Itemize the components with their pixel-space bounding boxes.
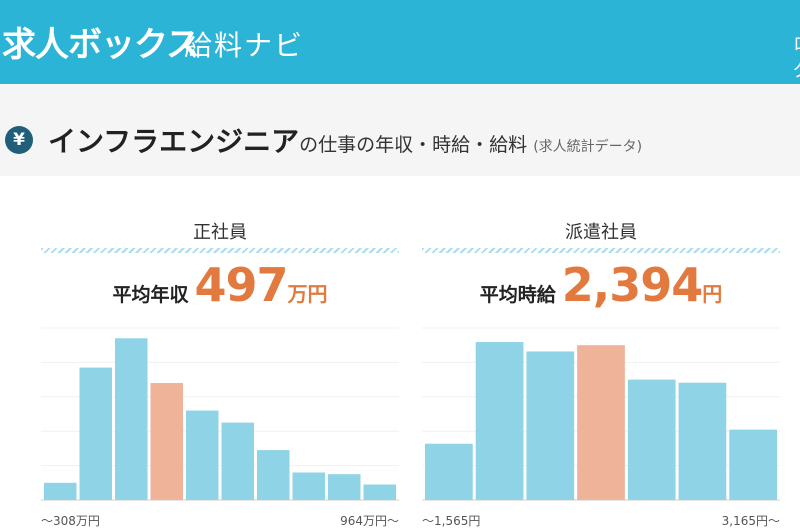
histogram-bar: [363, 484, 396, 500]
stat-label: 平均時給: [479, 284, 556, 306]
job-title: インフラエンジニア: [48, 125, 300, 158]
histogram-bar: [186, 410, 219, 500]
histogram-bar: [475, 342, 524, 500]
stat-unit: 円: [702, 282, 723, 306]
panel-dispatch: 派遣社員 平均時給 2,394円 〜1,565円 3,165円〜: [422, 210, 780, 532]
average-bar: [577, 345, 625, 500]
panel-label: 派遣社員: [565, 222, 637, 243]
title-note: (求人統計データ): [533, 139, 643, 155]
panel-fulltime: 正社員 平均年収 497万円 〜308万円 964万円〜: [41, 210, 399, 532]
average-stat: 平均時給 2,394円: [422, 258, 780, 312]
panel-label: 正社員: [193, 222, 247, 243]
site-logo[interactable]: 求人ボックス: [2, 25, 200, 65]
divider: [422, 248, 780, 253]
histogram-bar: [79, 367, 112, 500]
histogram-bar: [526, 351, 575, 500]
histogram-bar: [729, 429, 777, 500]
histogram-bar: [328, 474, 361, 500]
histogram-bar: [292, 472, 325, 500]
histogram-bar: [257, 450, 290, 500]
average-stat: 平均年収 497万円: [41, 258, 399, 312]
hourly-wage-histogram: [422, 327, 780, 501]
histogram-bar: [44, 482, 77, 500]
yen-icon: ¥: [5, 120, 43, 154]
histogram-bar: [425, 443, 473, 500]
stat-label: 平均年収: [112, 284, 189, 306]
divider: [41, 248, 399, 253]
axis-min-label: 〜308万円: [41, 514, 100, 528]
page-title: インフラエンジニアの仕事の年収・時給・給料 (求人統計データ): [48, 120, 642, 160]
histogram-bar: [627, 379, 676, 500]
histogram-bar: [221, 422, 254, 500]
average-bar: [150, 383, 183, 500]
stat-unit: 万円: [287, 282, 328, 306]
header-menu-link[interactable]: ログ: [793, 30, 800, 82]
stat-value: 2,394: [561, 258, 704, 312]
stat-value: 497: [194, 258, 288, 312]
page-title-bar: [0, 84, 800, 176]
histogram-bar: [678, 382, 727, 500]
histogram-bar: [115, 338, 148, 500]
site-logo-sub[interactable]: 給料ナビ: [184, 29, 305, 62]
axis-max-label: 3,165円〜: [721, 514, 780, 528]
axis-max-label: 964万円〜: [340, 514, 399, 528]
title-rest: の仕事の年収・時給・給料: [299, 134, 528, 156]
salary-histogram: [41, 327, 399, 501]
site-header: 求人ボックス 給料ナビ ログ: [0, 0, 800, 84]
axis-min-label: 〜1,565円: [422, 514, 481, 528]
